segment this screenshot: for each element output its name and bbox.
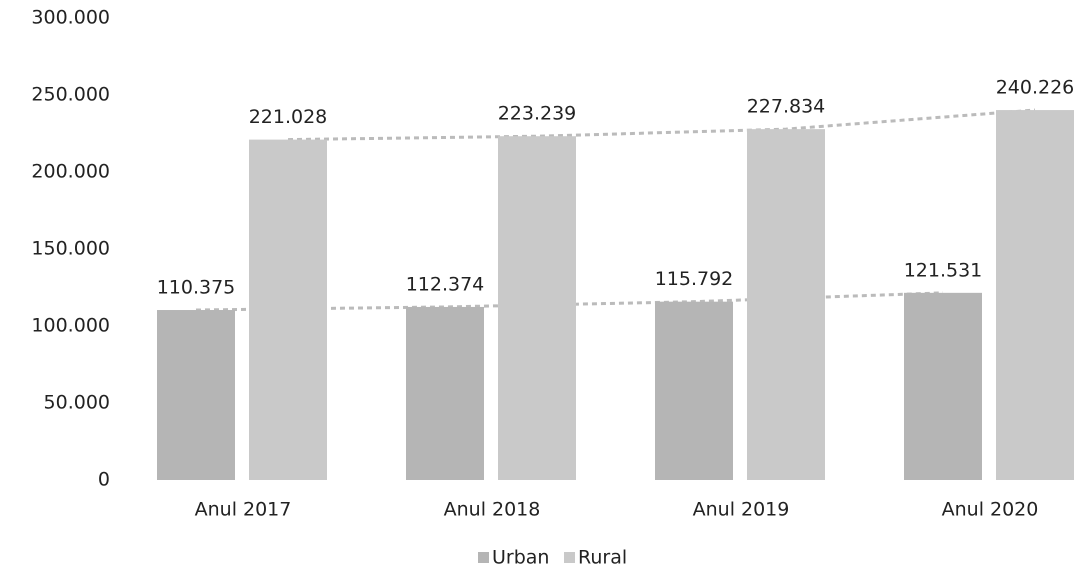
y-tick-label: 300.000 bbox=[31, 7, 110, 29]
data-label: 223.239 bbox=[498, 103, 577, 125]
bar bbox=[747, 129, 825, 481]
bar bbox=[655, 301, 733, 480]
legend-label: Urban bbox=[492, 547, 549, 569]
y-tick-label: 200.000 bbox=[31, 161, 110, 183]
y-tick-label: 50.000 bbox=[44, 392, 110, 414]
data-label: 240.226 bbox=[996, 77, 1075, 99]
legend-label: Rural bbox=[578, 547, 627, 569]
bar bbox=[904, 292, 982, 480]
y-tick-label: 100.000 bbox=[31, 315, 110, 337]
y-tick-label: 0 bbox=[98, 469, 110, 491]
bar bbox=[406, 306, 484, 480]
bar bbox=[498, 136, 576, 480]
x-tick-label: Anul 2020 bbox=[942, 499, 1039, 521]
data-label: 112.374 bbox=[406, 273, 485, 295]
x-tick-label: Anul 2018 bbox=[444, 499, 541, 521]
x-tick-label: Anul 2017 bbox=[195, 499, 292, 521]
y-tick-label: 250.000 bbox=[31, 84, 110, 106]
bar bbox=[157, 310, 235, 480]
legend-swatch bbox=[564, 552, 575, 563]
data-label: 227.834 bbox=[747, 96, 826, 118]
x-tick-label: Anul 2019 bbox=[693, 499, 790, 521]
bar bbox=[249, 139, 327, 480]
series-line bbox=[287, 108, 1036, 142]
data-label: 115.792 bbox=[655, 268, 734, 290]
data-label: 221.028 bbox=[249, 106, 328, 128]
bar bbox=[996, 110, 1074, 480]
legend-swatch bbox=[478, 552, 489, 563]
y-tick-label: 150.000 bbox=[31, 238, 110, 260]
data-label: 110.375 bbox=[157, 277, 236, 299]
data-label: 121.531 bbox=[904, 259, 983, 281]
